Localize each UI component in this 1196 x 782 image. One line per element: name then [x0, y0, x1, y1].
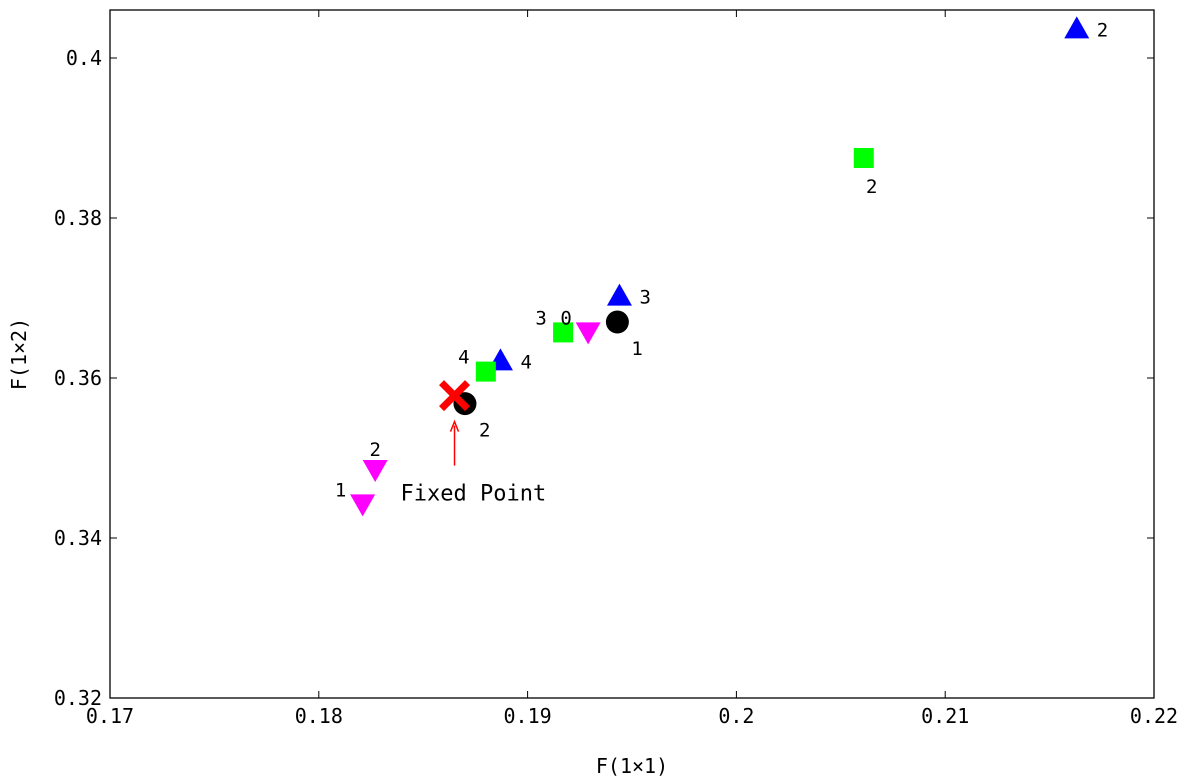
- point-label: 0: [560, 307, 571, 329]
- triangle-up-point: [1064, 16, 1090, 39]
- triangle-down-point: [362, 460, 388, 482]
- plot-frame: [109, 9, 1155, 699]
- y-axis-label: F(1×2): [7, 318, 31, 390]
- point-label: 3: [535, 307, 546, 329]
- point-label: 2: [866, 176, 877, 198]
- y-tick-label: 0.4: [66, 46, 102, 70]
- y-tick-label: 0.34: [54, 526, 102, 550]
- point-label: 2: [369, 439, 380, 461]
- x-tick-label: 0.21: [921, 704, 969, 728]
- point-label: 1: [335, 479, 346, 501]
- y-tick-label: 0.32: [54, 686, 102, 710]
- square-point: [853, 148, 874, 168]
- circle-point: [605, 310, 629, 334]
- point-label: 1: [631, 338, 642, 360]
- x-axis-label: F(1×1): [596, 754, 668, 778]
- annotation-arrowhead: [449, 419, 460, 432]
- x-tick-label: 0.19: [504, 704, 552, 728]
- square-point: [553, 322, 574, 343]
- annotations: Fixed Point: [401, 419, 547, 507]
- x-marker-point: [439, 380, 470, 412]
- point-label: 4: [520, 351, 531, 373]
- point-label: 3: [639, 287, 650, 309]
- x-tick-label: 0.18: [295, 704, 343, 728]
- point-label: 2: [479, 420, 490, 442]
- x-tick-label: 0.22: [1130, 704, 1178, 728]
- y-tick-label: 0.36: [54, 366, 102, 390]
- axis-ticks: 0.17 0.18 0.19 0.2 0.21 0.22 0.32 0.34 0.36 0.38 0…: [54, 10, 1178, 728]
- annotation-text: Fixed Point: [401, 482, 547, 507]
- x-tick-label: 0.17: [86, 704, 134, 728]
- point-label: 4: [458, 347, 469, 369]
- x-tick-label: 0.2: [718, 704, 754, 728]
- triangle-down-point: [350, 494, 376, 517]
- data-marks: [350, 16, 1090, 517]
- triangle-up-point: [606, 283, 632, 306]
- square-point: [475, 361, 496, 382]
- y-tick-label: 0.38: [54, 206, 102, 230]
- triangle-down-point: [575, 322, 601, 345]
- point-label: 2: [1097, 19, 1108, 41]
